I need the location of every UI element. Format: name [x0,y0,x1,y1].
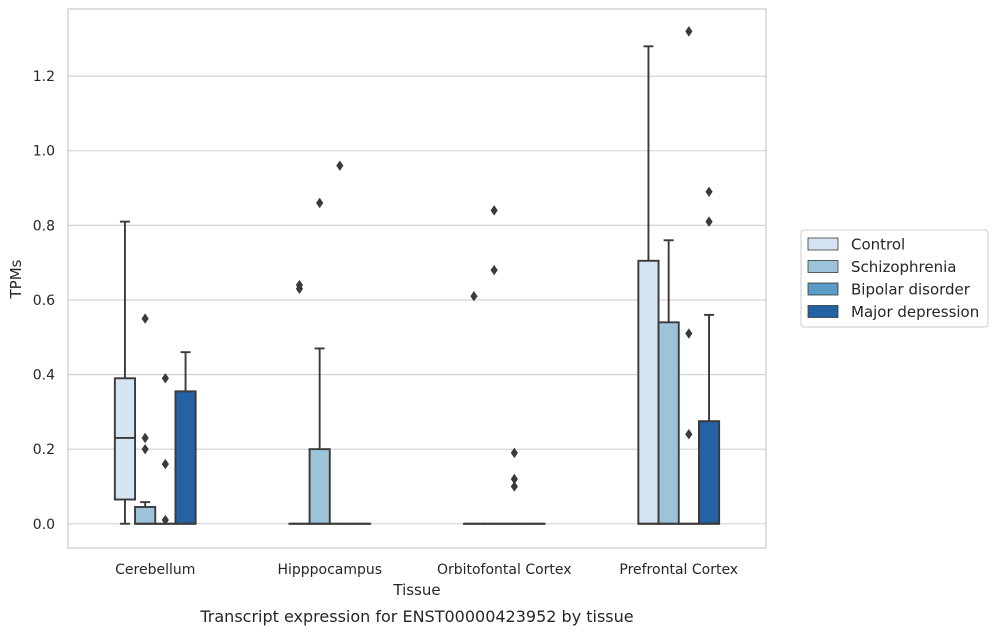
box-body [174,390,197,525]
box-bipolar-disorder [328,160,351,525]
box-body [657,321,680,525]
y-tick-label: 1.2 [33,69,55,85]
box-bipolar-disorder [677,26,700,525]
outlier-point [141,443,149,455]
box-control [288,279,311,525]
outlier-point [295,279,304,291]
legend-label: Bipolar disorder [851,281,971,299]
box-control [113,220,136,525]
outlier-point [161,373,169,384]
legend: Control Schizophrenia Bipolar disorder Majo… [800,229,989,328]
y-tick-labels: 0.0 0.2 0.4 0.6 0.8 1.0 1.2 [33,69,55,533]
box-bipolar-disorder [503,447,526,525]
outlier-point [685,429,693,440]
outlier-point [470,291,478,302]
outlier-point [161,514,169,526]
y-tick-label: 0.4 [33,368,55,384]
legend-swatch [807,260,839,273]
y-tick-label: 0.0 [33,517,55,533]
box-schizophrenia [134,313,157,525]
y-tick-label: 1.0 [33,144,55,160]
x-tick-label: Cerebellum [115,562,195,578]
x-tick-label: Orbitofontal Cortex [437,562,572,578]
legend-label: Major depression [851,303,979,321]
box-major-depression [698,186,721,525]
box-control [637,45,660,525]
x-tick-labels: Cerebellum Hipppocampus Orbitofontal Corte… [115,562,738,578]
legend-label: Control [851,236,905,254]
outlier-point [490,264,498,276]
legend-swatch [807,305,839,318]
y-tick-label: 0.2 [33,442,55,458]
outlier-point [685,328,693,339]
outlier-point [161,458,169,470]
legend-swatch [807,282,839,296]
legend-swatch [807,237,839,251]
plot-frame [67,8,767,549]
box-body [308,448,331,525]
outlier-point [685,26,693,37]
outlier-point [510,447,518,459]
box-control [462,291,486,525]
outlier-point [336,160,344,171]
box-schizophrenia [483,205,506,525]
x-tick-label: Hipppocampus [277,562,382,578]
outlier-point [141,313,149,324]
box-body [134,506,157,525]
outlier-point [490,205,498,216]
outlier-point [141,432,149,444]
outlier-point [510,481,518,492]
box-major-depression [174,351,197,525]
box-schizophrenia [308,197,331,525]
legend-label: Schizophrenia [851,258,956,276]
outlier-point [705,216,713,227]
y-tick-label: 0.8 [33,218,55,234]
outlier-point [316,197,324,209]
chart-caption: Transcript expression for ENST0000042395… [199,607,633,626]
legend-frame [800,229,989,328]
box-body [637,259,660,525]
x-tick-label: Prefrontal Cortex [619,562,738,578]
box-body [698,420,721,525]
x-axis-label: Tissue [392,581,440,599]
y-axis-label: TPMs [7,259,25,299]
outlier-point [705,186,713,197]
box-plot-marks [113,26,721,526]
box-schizophrenia [657,239,680,525]
outlier-point [510,473,518,485]
y-tick-label: 0.6 [33,293,55,309]
